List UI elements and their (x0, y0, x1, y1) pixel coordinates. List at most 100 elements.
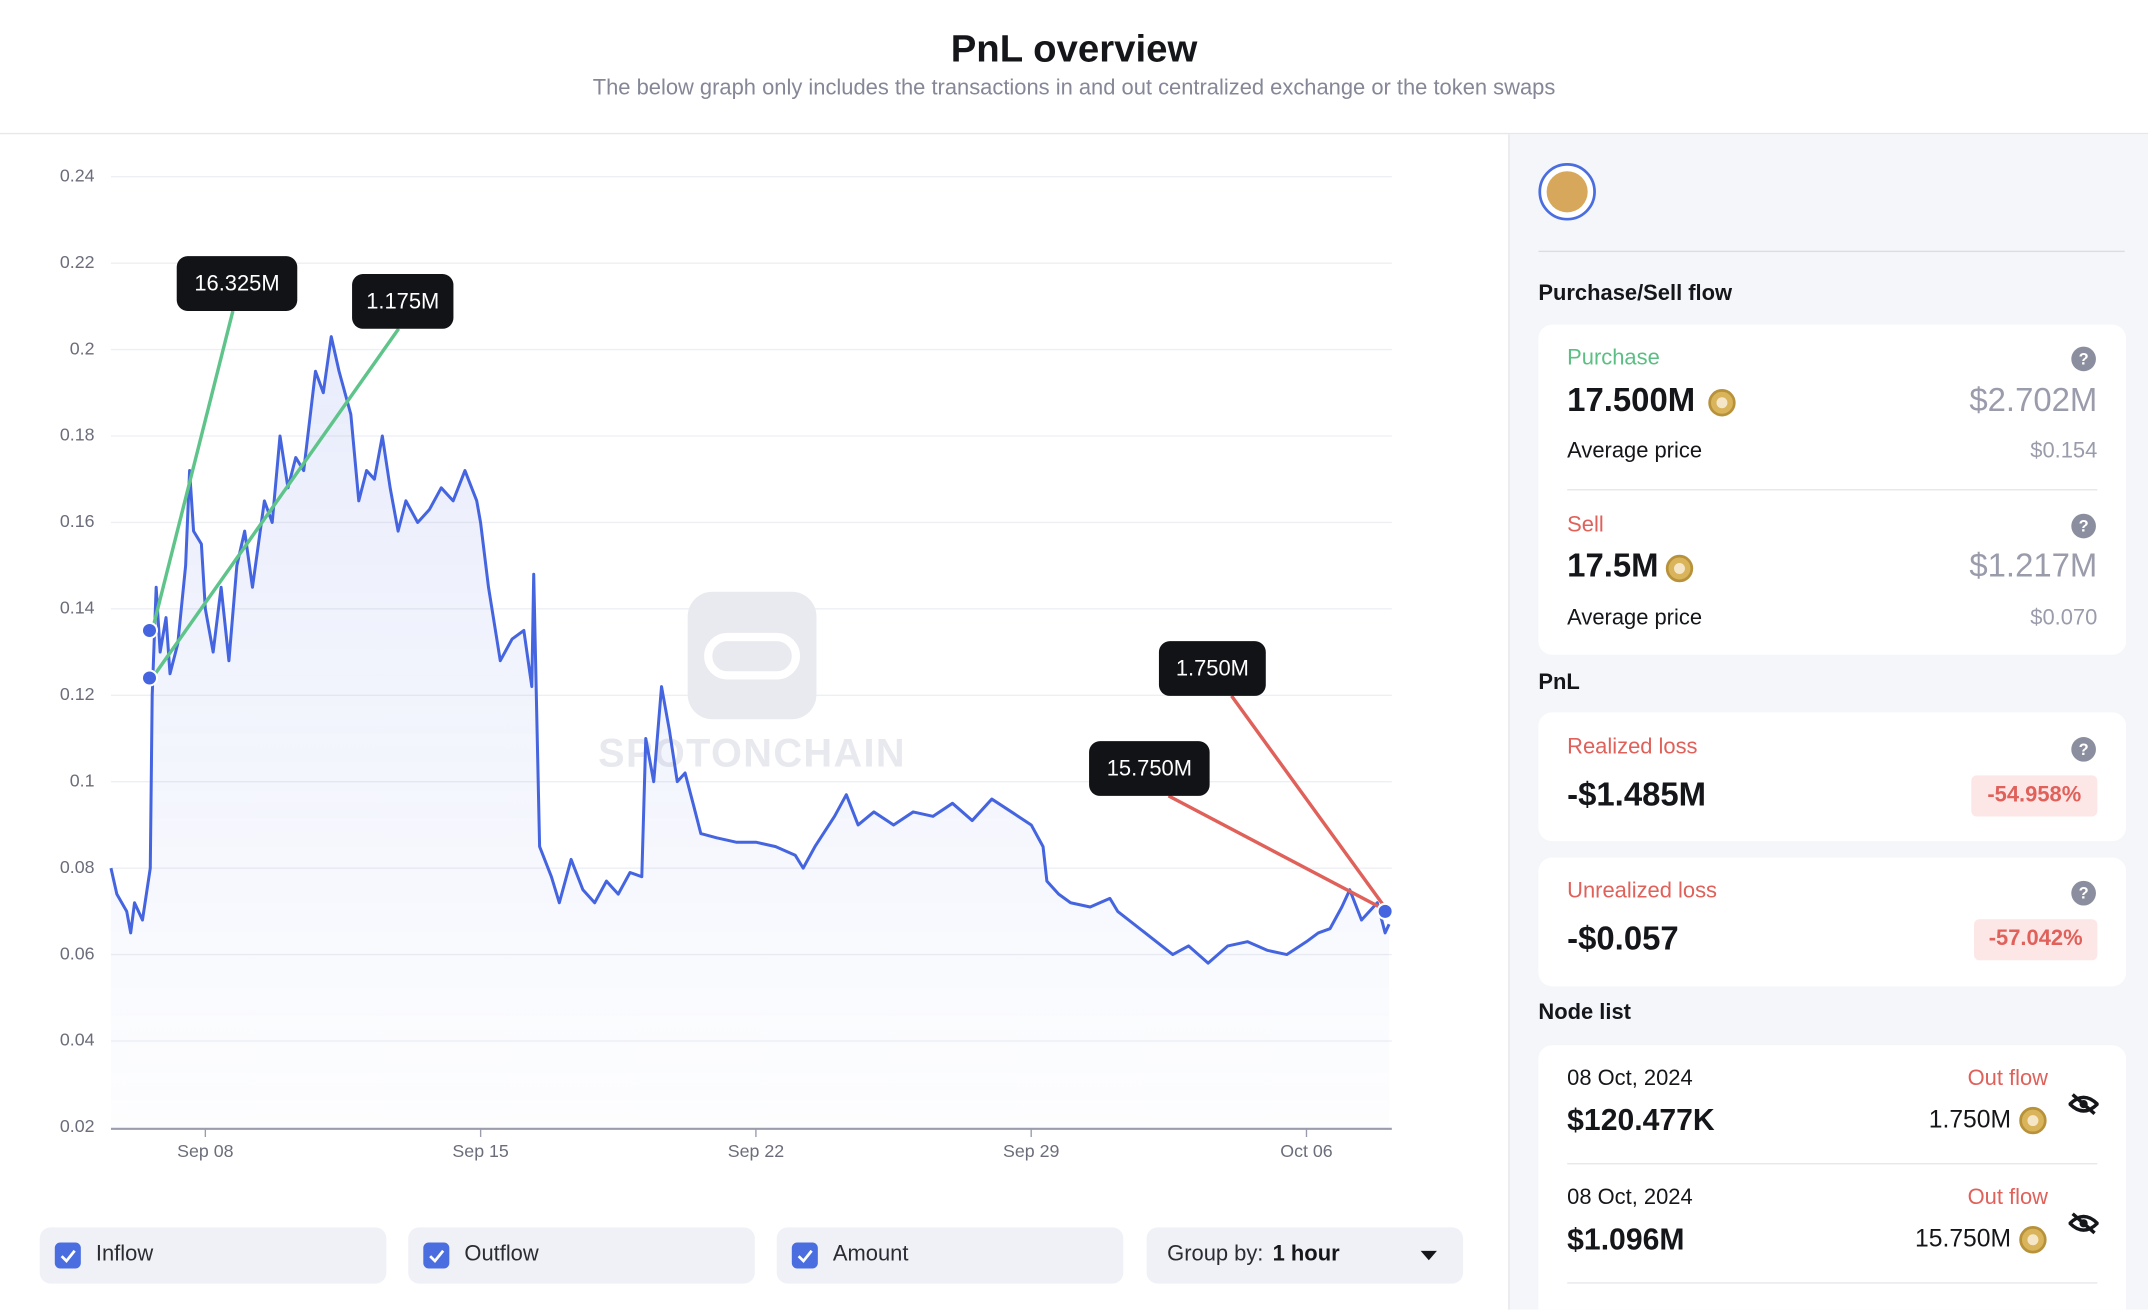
group-by-select[interactable]: Group by: 1 hour (1146, 1227, 1464, 1284)
y-tick-label: 0.2 (70, 338, 95, 358)
coin-icon (1708, 389, 1736, 417)
node-label: 1.750M (1176, 656, 1249, 681)
node-connector (150, 310, 235, 631)
coin-icon (2019, 1106, 2047, 1135)
y-tick-label: 0.14 (60, 598, 95, 618)
group-by-label: Group by: (1167, 1242, 1264, 1266)
area-fill (110, 336, 1390, 1128)
caret (1420, 1250, 1438, 1261)
node-connector (150, 327, 401, 679)
unrealized-value: -$0.057 (1567, 920, 1679, 958)
page-subtitle: The below graph only includes the transa… (592, 76, 1556, 101)
hide-node-button[interactable] (2068, 1211, 2099, 1236)
inflow-toggle[interactable]: Inflow (39, 1227, 387, 1284)
check-icon (429, 1249, 445, 1264)
card-divider (1567, 489, 2098, 491)
avg-price: $0.070 (2030, 606, 2098, 631)
toggle-label: Outflow (464, 1242, 539, 1266)
outflow-toggle[interactable]: Outflow (408, 1227, 755, 1284)
y-tick-label: 0.08 (60, 857, 95, 877)
check-icon (797, 1249, 813, 1264)
toggle-label: Amount (832, 1242, 909, 1266)
x-tick-label: Sep 29 (1003, 1141, 1060, 1161)
node-connector (1230, 694, 1390, 913)
help-icon[interactable]: ? (2071, 880, 2096, 906)
node-point (1376, 902, 1394, 920)
amount-toggle[interactable]: Amount (776, 1227, 1124, 1284)
realized-card: Realized loss ? -$1.485M -54.958% (1538, 712, 2127, 842)
y-tick-label: 0.22 (60, 252, 95, 272)
realized-value: -$1.485M (1567, 776, 1707, 814)
avg-price: $0.154 (2030, 439, 2098, 464)
node-amount: 15.750M (1915, 1224, 2012, 1253)
node-divider (1567, 1163, 2098, 1165)
token-image (1546, 171, 1588, 213)
price-line (109, 335, 1391, 965)
hide-node-button[interactable] (2068, 1092, 2099, 1117)
sell-label: Sell (1567, 513, 1604, 538)
purchase-amount: 17.500M (1567, 382, 1696, 420)
sell-usd: $1.217M (1969, 547, 2098, 585)
node-point (140, 621, 159, 640)
checkbox[interactable] (54, 1242, 81, 1269)
node-label: 16.325M (194, 271, 279, 296)
node-divider (1567, 1282, 2098, 1284)
node-usd: $1.096M (1567, 1221, 1685, 1257)
group-by-value: 1 hour (1272, 1242, 1340, 1266)
node-flow: Out flow (1967, 1186, 2049, 1210)
y-tick-label: 0.02 (60, 1116, 95, 1136)
realized-label: Realized loss (1567, 735, 1698, 759)
watermark-glyph (704, 632, 801, 680)
realized-pct: -54.958% (1971, 775, 2098, 817)
y-tick-label: 0.16 (60, 511, 95, 531)
node-callout (1158, 641, 1266, 696)
flow-card: Purchase ? 17.500M $2.702M Average price… (1538, 324, 2127, 655)
toggle-label: Inflow (95, 1242, 154, 1266)
header-border (0, 132, 2148, 135)
avg-label: Average price (1567, 606, 1703, 631)
node-date: 08 Oct, 2024 (1567, 1186, 1693, 1210)
purchase-usd: $2.702M (1969, 382, 2098, 420)
node-date: 08 Oct, 2024 (1567, 1067, 1693, 1091)
x-tick-label: Sep 15 (452, 1141, 509, 1161)
avg-label: Average price (1567, 439, 1703, 464)
watermark-logo (687, 591, 817, 720)
node-connector (1167, 794, 1389, 913)
x-tick-label: Oct 06 (1280, 1141, 1333, 1161)
page-title: PnL overview (950, 27, 1198, 70)
coin-icon (2019, 1226, 2047, 1254)
y-tick-label: 0.24 (60, 165, 95, 185)
section-title: Node list (1538, 1001, 1631, 1025)
token-avatar (1538, 163, 1596, 221)
help-icon[interactable]: ? (2071, 737, 2096, 762)
node-list: 08 Oct, 2024 Out flow $120.477K 1.750M 0… (1538, 1045, 2127, 1310)
unrealized-pct: -57.042% (1974, 919, 2098, 961)
y-tick-label: 0.12 (60, 684, 95, 704)
section-title: PnL (1538, 671, 1580, 695)
coin-icon (1665, 554, 1694, 583)
checkbox[interactable] (423, 1242, 450, 1269)
help-icon[interactable]: ? (2071, 346, 2096, 372)
chart: 0.02 0.04 0.06 0.08 0.1 0.12 0.14 0.16 0.18 0.2 0.… (60, 165, 1394, 1161)
section-title: Purchase/Sell flow (1538, 282, 1733, 306)
x-tick-label: Sep 08 (177, 1141, 234, 1161)
node-flow: Out flow (1967, 1067, 2049, 1091)
check-icon (60, 1249, 76, 1264)
node-usd: $120.477K (1567, 1102, 1715, 1138)
node-callout (352, 273, 454, 329)
x-tick-label: Sep 22 (728, 1141, 784, 1161)
node-callout (176, 256, 298, 311)
help-icon[interactable]: ? (2071, 513, 2096, 539)
checkbox[interactable] (791, 1242, 818, 1269)
node-label: 1.175M (366, 289, 439, 314)
y-tick-label: 0.04 (60, 1030, 95, 1050)
unrealized-label: Unrealized loss (1567, 879, 1718, 903)
plot: 16.325M 1.175M 1.750M 15.750M (109, 256, 1394, 1128)
node-callout (1089, 741, 1210, 796)
sell-amount: 17.5M (1567, 547, 1659, 585)
unrealized-card: Unrealized loss ? -$0.057 -57.042% (1538, 857, 2127, 987)
y-tick-label: 0.1 (70, 770, 95, 790)
y-tick-label: 0.18 (60, 425, 95, 445)
